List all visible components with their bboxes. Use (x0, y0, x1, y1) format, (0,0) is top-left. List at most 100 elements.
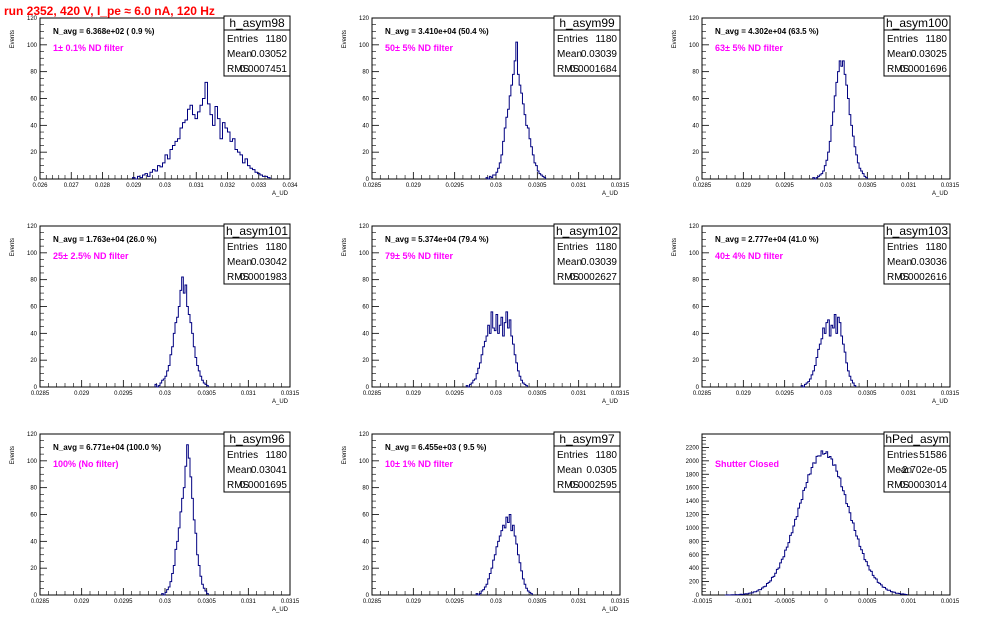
histogram-line (724, 450, 908, 596)
x-axis-title: A_UD (932, 399, 949, 405)
stats-value: 1180 (265, 34, 287, 45)
x-tick-label: 0.031 (241, 599, 257, 605)
y-tick-label: 20 (30, 358, 37, 364)
x-tick-label: 0.0315 (941, 391, 960, 397)
y-tick-label: 20 (362, 150, 369, 156)
x-axis-title: A_UD (932, 191, 949, 197)
y-tick-label: 80 (362, 486, 369, 492)
stats-key: Mean (227, 49, 252, 60)
stats-title: h_asym96 (229, 432, 285, 446)
y-tick-label: 1400 (686, 499, 700, 505)
stats-value: 0.0001684 (570, 64, 618, 75)
filter-label: 25± 2.5% ND filter (53, 251, 129, 261)
x-tick-label: 0.0305 (197, 391, 216, 397)
filter-label: 100% (No filter) (53, 459, 119, 469)
stats-value: 0.03052 (251, 49, 288, 60)
stats-value: 0.0002627 (570, 272, 618, 283)
histogram-line (132, 81, 271, 180)
x-tick-label: 0.03 (490, 599, 502, 605)
y-tick-label: 100 (689, 251, 700, 257)
stats-value: -2.702e-05 (899, 465, 948, 476)
y-axis-title: Events (342, 30, 348, 48)
stats-key: RMS (887, 64, 910, 75)
histogram-panel: 0 20 40 60 80 100 120 0.0285 0.029 0.0295 0.03 0.03… (10, 223, 300, 405)
y-tick-label: 100 (27, 459, 38, 465)
stats-value: 1180 (595, 242, 617, 253)
y-tick-label: 2200 (686, 445, 700, 451)
y-tick-label: 60 (362, 513, 369, 519)
x-tick-label: 0.0295 (775, 391, 794, 397)
stats-value: 0.0007451 (240, 64, 288, 75)
x-tick-label: 0.029 (406, 183, 422, 189)
stats-value: 0.0002595 (570, 480, 618, 491)
x-tick-label: 0.0305 (858, 183, 877, 189)
x-tick-label: 0.0305 (528, 391, 547, 397)
y-tick-label: 120 (359, 224, 370, 230)
stats-key: RMS (557, 272, 580, 283)
filter-label: 79± 5% ND filter (385, 251, 453, 261)
x-axis-title: A_UD (602, 607, 619, 613)
x-tick-label: 0.0285 (31, 391, 50, 397)
stats-title: h_asym98 (229, 16, 285, 30)
y-tick-label: 100 (27, 251, 38, 257)
n-avg-label: N_avg = 3.410e+04 (50.4 %) (385, 27, 489, 36)
x-tick-label: 0.029 (406, 391, 422, 397)
x-tick-label: 0.0295 (114, 391, 133, 397)
n-avg-label: N_avg = 6.455e+03 ( 9.5 %) (385, 443, 487, 452)
x-tick-label: 0.027 (64, 183, 80, 189)
y-axis-title: Events (10, 238, 16, 256)
x-tick-label: 0.0295 (775, 183, 794, 189)
stats-value: 0.03041 (251, 465, 288, 476)
x-tick-label: 0.029 (736, 183, 752, 189)
y-tick-label: 120 (27, 432, 38, 438)
x-tick-label: 0.033 (251, 183, 267, 189)
histogram-panel: 0 20 40 60 80 100 120 0.0285 0.029 0.0295 0.03 0.03… (672, 15, 960, 197)
y-tick-label: 0 (34, 177, 38, 183)
x-tick-label: 0.03 (490, 183, 502, 189)
stats-value: 0.03039 (581, 49, 618, 60)
stats-key: Entries (557, 242, 588, 253)
stats-value: 1180 (265, 450, 287, 461)
stats-title: h_asym97 (559, 432, 615, 446)
stats-value: 1180 (925, 242, 947, 253)
stats-value: 51586 (919, 450, 947, 461)
filter-label: Shutter Closed (715, 459, 779, 469)
stats-key: RMS (557, 480, 580, 491)
stats-value: 0.03042 (251, 257, 288, 268)
n-avg-label: N_avg = 2.777e+04 (41.0 %) (715, 235, 819, 244)
y-tick-label: 2000 (686, 459, 700, 465)
stats-value: 1180 (595, 450, 617, 461)
stats-box (883, 431, 951, 493)
stats-key: Entries (887, 34, 918, 45)
histogram-line (812, 60, 868, 180)
y-tick-label: 80 (362, 278, 369, 284)
stats-key: Mean (887, 465, 912, 476)
x-tick-label: -0.0005 (774, 599, 795, 605)
x-tick-label: 0.029 (126, 183, 142, 189)
stats-key: Mean (227, 257, 252, 268)
x-tick-label: 0.001 (901, 599, 917, 605)
y-tick-label: 20 (692, 358, 699, 364)
stats-title: h_asym103 (886, 224, 948, 238)
x-tick-label: 0.028 (95, 183, 111, 189)
y-tick-label: 120 (359, 16, 370, 22)
y-tick-label: 100 (359, 43, 370, 49)
x-tick-label: 0.03 (159, 391, 171, 397)
x-tick-label: 0.0015 (941, 599, 960, 605)
x-tick-label: 0.0285 (693, 183, 712, 189)
x-tick-label: 0.0305 (528, 183, 547, 189)
y-tick-label: 100 (359, 251, 370, 257)
x-tick-label: 0.031 (241, 391, 257, 397)
x-tick-label: 0 (824, 599, 828, 605)
x-tick-label: 0.0305 (528, 599, 547, 605)
y-tick-label: 60 (362, 97, 369, 103)
histogram-panel: 0 20 40 60 80 100 120 0.0285 0.029 0.0295 0.03 0.03… (342, 15, 630, 197)
stats-key: Mean (887, 49, 912, 60)
filter-label: 1± 0.1% ND filter (53, 43, 124, 53)
stats-title: h_asym100 (886, 16, 948, 30)
stats-value: 0.0001695 (240, 480, 288, 491)
stats-key: Entries (227, 450, 258, 461)
stats-value: 0.0001696 (900, 64, 948, 75)
y-tick-label: 80 (30, 70, 37, 76)
